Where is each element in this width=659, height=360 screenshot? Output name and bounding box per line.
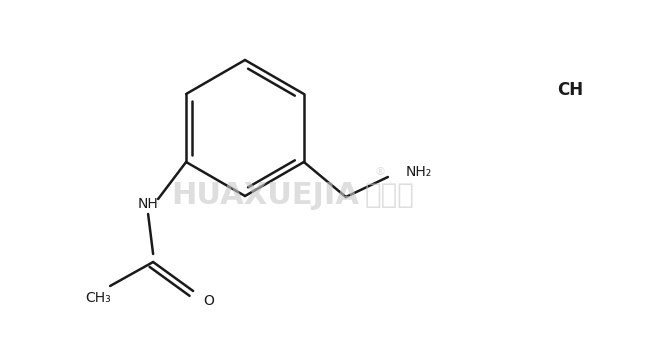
- Text: NH₂: NH₂: [406, 165, 432, 179]
- Text: O: O: [204, 294, 215, 308]
- Text: CH₃: CH₃: [85, 291, 111, 305]
- Text: 化学加: 化学加: [365, 181, 415, 209]
- Text: NH: NH: [138, 197, 158, 211]
- Text: HUAXUEJIA: HUAXUEJIA: [171, 180, 359, 210]
- Text: CH: CH: [557, 81, 583, 99]
- Text: ®: ®: [374, 167, 386, 177]
